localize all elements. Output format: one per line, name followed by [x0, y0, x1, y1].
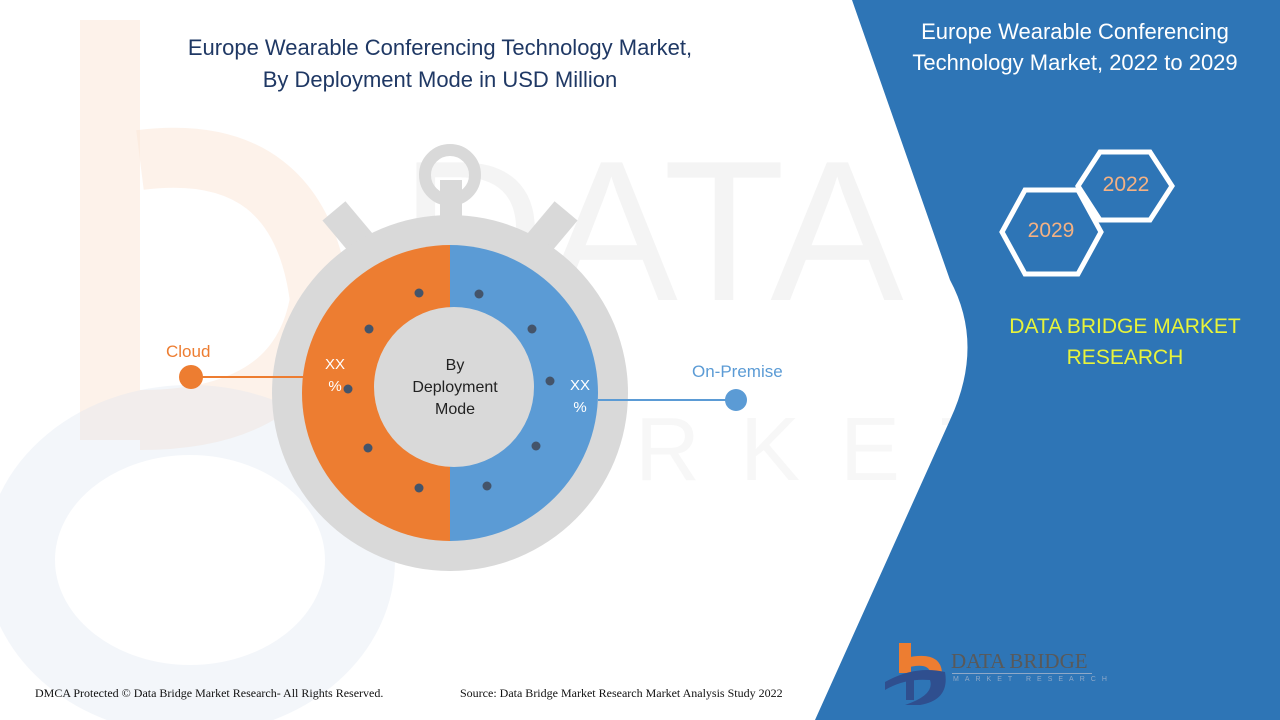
- cloud-percentage-symbol: %: [328, 378, 342, 395]
- year-start-label: 2022: [1102, 173, 1150, 196]
- cloud-percentage: XX %: [320, 354, 350, 398]
- chart-title: Europe Wearable Conferencing Technology …: [140, 32, 740, 96]
- chart-title-line2: By Deployment Mode in USD Million: [262, 67, 618, 92]
- year-end-label: 2029: [1027, 219, 1075, 242]
- on-premise-percentage-value: XX: [569, 377, 590, 394]
- center-label-line1: By: [445, 357, 465, 374]
- brand-name-line1: DATA BRIDGE MARKET: [1009, 315, 1241, 338]
- hexagon-2022-icon: [1075, 149, 1175, 223]
- copyright-notice: DMCA Protected © Data Bridge Market Rese…: [35, 686, 384, 700]
- on-premise-marker-icon: [725, 389, 747, 411]
- center-label-line2: Deployment: [412, 379, 498, 396]
- hexagon-2029-icon: [999, 187, 1104, 277]
- side-panel-title-line1: Europe Wearable Conferencing: [921, 19, 1229, 44]
- logo-text: DATA BRIDGE: [951, 649, 1088, 673]
- data-bridge-logo-icon: [885, 643, 946, 705]
- legend-label-cloud: Cloud: [166, 342, 211, 361]
- chart-title-line1: Europe Wearable Conferencing Technology …: [187, 35, 693, 60]
- tick-dots: [343, 288, 555, 493]
- side-panel-title: Europe Wearable Conferencing Technology …: [880, 16, 1270, 78]
- cloud-percentage-value: XX: [324, 356, 345, 373]
- logo-subtext: MARKET RESEARCH: [953, 676, 1113, 683]
- brand-name: DATA BRIDGE MARKET RESEARCH: [985, 311, 1265, 373]
- logo-divider: [952, 673, 1092, 674]
- side-panel-title-line2: Technology Market, 2022 to 2029: [912, 50, 1238, 75]
- legend-label-on-premise: On-Premise: [692, 362, 783, 381]
- center-label: By Deployment Mode: [395, 355, 515, 421]
- on-premise-percentage-symbol: %: [573, 399, 587, 416]
- on-premise-percentage: XX %: [565, 375, 595, 419]
- center-label-line3: Mode: [434, 401, 476, 418]
- brand-name-line2: RESEARCH: [1066, 346, 1184, 369]
- cloud-marker-icon: [179, 365, 203, 389]
- source-note: Source: Data Bridge Market Research Mark…: [460, 686, 783, 700]
